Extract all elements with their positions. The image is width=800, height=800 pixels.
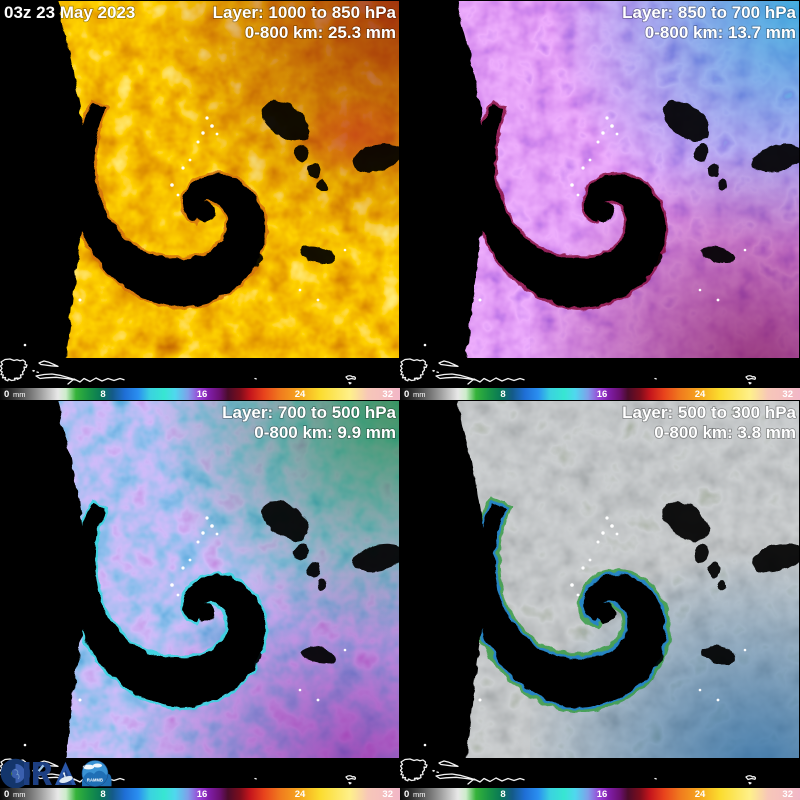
svg-text:16: 16: [597, 789, 608, 800]
svg-text:0: 0: [4, 389, 9, 400]
svg-text:Layer: 850 to 700 hPa: Layer: 850 to 700 hPa: [622, 3, 796, 22]
svg-text:8: 8: [100, 389, 105, 400]
svg-text:24: 24: [295, 389, 306, 400]
svg-text:8: 8: [100, 789, 105, 800]
svg-text:mm: mm: [413, 790, 426, 799]
svg-text:Layer: 700 to 500 hPa: Layer: 700 to 500 hPa: [222, 403, 396, 422]
svg-text:03z 23 May 2023: 03z 23 May 2023: [4, 3, 135, 22]
svg-text:32: 32: [382, 789, 393, 800]
svg-text:32: 32: [782, 389, 793, 400]
svg-text:Layer: 1000 to 850 hPa: Layer: 1000 to 850 hPa: [213, 3, 397, 22]
svg-text:32: 32: [382, 389, 393, 400]
svg-text:Layer: 500 to 300 hPa: Layer: 500 to 300 hPa: [622, 403, 796, 422]
svg-text:24: 24: [695, 389, 706, 400]
svg-text:0-800 km: 25.3 mm: 0-800 km: 25.3 mm: [245, 23, 396, 42]
svg-text:0-800 km: 9.9 mm: 0-800 km: 9.9 mm: [254, 423, 396, 442]
svg-text:16: 16: [597, 389, 608, 400]
svg-text:8: 8: [500, 389, 505, 400]
svg-text:mm: mm: [413, 390, 426, 399]
svg-text:0-800 km: 3.8 mm: 0-800 km: 3.8 mm: [654, 423, 796, 442]
svg-text:mm: mm: [13, 390, 26, 399]
svg-text:0: 0: [4, 789, 9, 800]
svg-text:0: 0: [404, 789, 409, 800]
svg-text:16: 16: [197, 789, 208, 800]
svg-text:32: 32: [782, 789, 793, 800]
svg-text:24: 24: [295, 789, 306, 800]
svg-text:RAMMB: RAMMB: [87, 778, 103, 783]
svg-text:mm: mm: [13, 790, 26, 799]
svg-text:8: 8: [500, 789, 505, 800]
svg-text:24: 24: [695, 789, 706, 800]
svg-text:16: 16: [197, 389, 208, 400]
svg-text:0: 0: [404, 389, 409, 400]
svg-text:0-800 km: 13.7 mm: 0-800 km: 13.7 mm: [645, 23, 796, 42]
